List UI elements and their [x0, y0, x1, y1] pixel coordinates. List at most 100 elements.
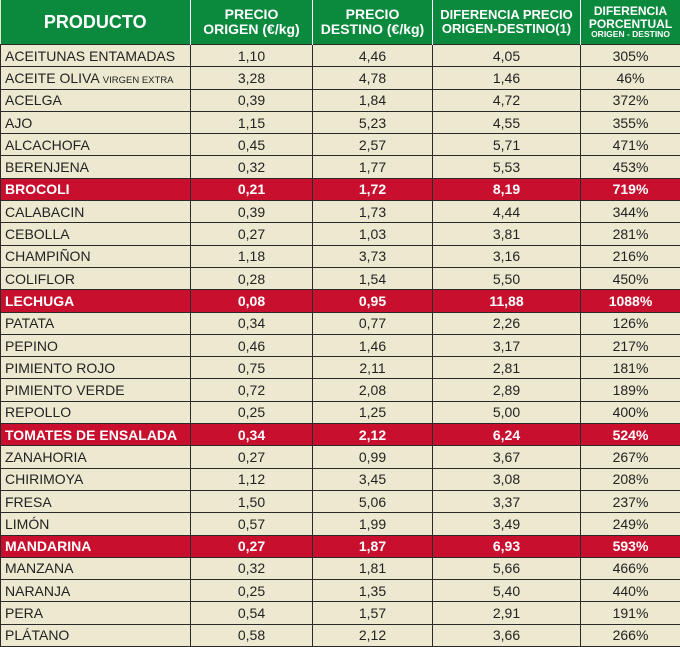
diferencia-cell: 3,37	[433, 490, 581, 512]
diferencia-cell: 2,26	[433, 312, 581, 334]
diferencia-cell: 6,24	[433, 424, 581, 446]
diferencia-cell: 5,50	[433, 267, 581, 289]
product-name-text: REPOLLO	[5, 404, 71, 420]
product-name-text: CEBOLLA	[5, 226, 70, 242]
diferencia-cell: 1,46	[433, 67, 581, 89]
product-name: ACEITE OLIVA VIRGEN EXTRA	[1, 67, 191, 89]
origen-cell: 3,28	[191, 67, 313, 89]
porcentaje-cell: 524%	[581, 424, 680, 446]
porcentaje-cell: 593%	[581, 535, 680, 557]
product-name-text: MANDARINA	[5, 538, 91, 554]
porcentaje-cell: 191%	[581, 602, 680, 624]
product-name: FRESA	[1, 490, 191, 512]
header-producto: PRODUCTO	[1, 0, 191, 45]
origen-cell: 1,12	[191, 468, 313, 490]
product-name: CALABACIN	[1, 201, 191, 223]
product-name-text: PIMIENTO ROJO	[5, 360, 115, 376]
diferencia-cell: 3,67	[433, 446, 581, 468]
porcentaje-cell: 208%	[581, 468, 680, 490]
origen-cell: 1,18	[191, 245, 313, 267]
diferencia-cell: 5,40	[433, 580, 581, 602]
destino-cell: 2,12	[313, 624, 433, 646]
porcentaje-cell: 453%	[581, 156, 680, 178]
diferencia-cell: 3,17	[433, 334, 581, 356]
origen-cell: 0,27	[191, 223, 313, 245]
destino-cell: 1,25	[313, 401, 433, 423]
destino-cell: 1,35	[313, 580, 433, 602]
header-line: ORIGEN - DESTINO	[581, 30, 680, 39]
porcentaje-cell: 189%	[581, 379, 680, 401]
product-name-text: LECHUGA	[5, 293, 74, 309]
origen-cell: 0,32	[191, 156, 313, 178]
product-name: ACEITUNAS ENTAMADAS	[1, 45, 191, 67]
diferencia-cell: 3,49	[433, 513, 581, 535]
diferencia-cell: 8,19	[433, 178, 581, 200]
product-name: LECHUGA	[1, 290, 191, 312]
origen-cell: 0,32	[191, 557, 313, 579]
porcentaje-cell: 355%	[581, 111, 680, 133]
porcentaje-cell: 266%	[581, 624, 680, 646]
product-name-text: BROCOLI	[5, 181, 70, 197]
destino-cell: 0,77	[313, 312, 433, 334]
origen-cell: 0,28	[191, 267, 313, 289]
product-name-text: ACELGA	[5, 92, 62, 108]
origen-cell: 1,50	[191, 490, 313, 512]
origen-cell: 0,45	[191, 134, 313, 156]
destino-cell: 1,46	[313, 334, 433, 356]
destino-cell: 3,73	[313, 245, 433, 267]
origen-cell: 0,75	[191, 357, 313, 379]
product-name-text: PATATA	[5, 315, 54, 331]
product-name: LIMÓN	[1, 513, 191, 535]
product-name-text: COLIFLOR	[5, 271, 75, 287]
destino-cell: 1,84	[313, 89, 433, 111]
diferencia-cell: 4,72	[433, 89, 581, 111]
origen-cell: 0,34	[191, 424, 313, 446]
origen-cell: 0,27	[191, 446, 313, 468]
porcentaje-cell: 440%	[581, 580, 680, 602]
diferencia-cell: 5,71	[433, 134, 581, 156]
header-line: ORIGEN-DESTINO(1)	[442, 21, 571, 36]
destino-cell: 2,12	[313, 424, 433, 446]
product-name-text: CHAMPIÑON	[5, 248, 91, 264]
diferencia-cell: 3,16	[433, 245, 581, 267]
origen-cell: 0,21	[191, 178, 313, 200]
porcentaje-cell: 471%	[581, 134, 680, 156]
product-name: ZANAHORIA	[1, 446, 191, 468]
destino-cell: 0,95	[313, 290, 433, 312]
origen-cell: 1,10	[191, 45, 313, 67]
product-name-text: LIMÓN	[5, 516, 49, 532]
porcentaje-cell: 400%	[581, 401, 680, 423]
product-name: CEBOLLA	[1, 223, 191, 245]
product-name-text: CHIRIMOYA	[5, 471, 83, 487]
product-name-text: ACEITE OLIVA	[5, 70, 99, 86]
destino-cell: 5,06	[313, 490, 433, 512]
origen-cell: 0,57	[191, 513, 313, 535]
product-name: PIMIENTO ROJO	[1, 357, 191, 379]
origen-cell: 0,39	[191, 89, 313, 111]
destino-cell: 3,45	[313, 468, 433, 490]
origen-cell: 0,72	[191, 379, 313, 401]
porcentaje-cell: 249%	[581, 513, 680, 535]
destino-cell: 1,72	[313, 178, 433, 200]
product-name-text: FRESA	[5, 494, 52, 510]
product-name: ACELGA	[1, 89, 191, 111]
origen-cell: 0,46	[191, 334, 313, 356]
product-name-text: NARANJA	[5, 583, 70, 599]
destino-cell: 4,46	[313, 45, 433, 67]
product-name: TOMATES DE ENSALADA	[1, 424, 191, 446]
destino-cell: 1,57	[313, 602, 433, 624]
origen-cell: 1,15	[191, 111, 313, 133]
diferencia-cell: 5,53	[433, 156, 581, 178]
